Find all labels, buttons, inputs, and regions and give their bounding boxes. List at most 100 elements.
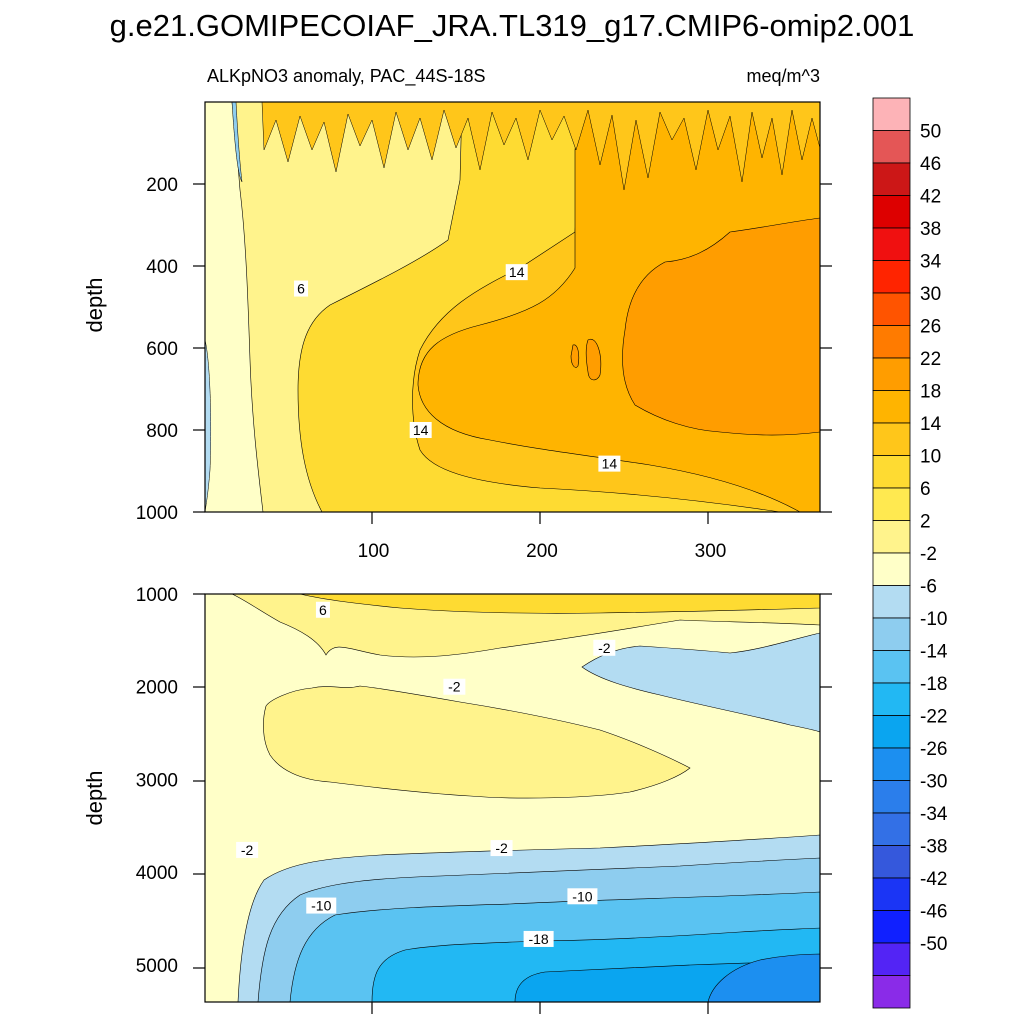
contour-label: -2 — [241, 842, 254, 858]
lower-positive-lobe — [263, 685, 691, 799]
contour-label-box — [598, 455, 621, 472]
x-tick-label: 200 — [526, 541, 558, 562]
colorbar-swatch — [872, 747, 911, 781]
upper-y-axis-label: depth — [82, 277, 107, 332]
colorbar-swatch — [872, 227, 911, 261]
colorbar-label: -38 — [920, 837, 947, 858]
y-tick-label: 200 — [146, 175, 178, 196]
upper-band-18 — [622, 217, 820, 436]
colorbar-swatch — [872, 585, 911, 619]
colorbar-swatch — [872, 910, 911, 944]
colorbar-label: 22 — [920, 349, 941, 370]
colorbar-label: -46 — [920, 902, 947, 923]
contour-label: 6 — [319, 602, 327, 618]
y-tick-label: 800 — [146, 421, 178, 442]
colorbar-swatch — [872, 97, 911, 131]
lower-contour-labels: 6 -2 -2 -2 -2 -10 -10 -18 — [236, 601, 616, 947]
y-tick-label: 3000 — [136, 770, 178, 791]
colorbar-swatch — [872, 975, 911, 1009]
colorbar-label: 38 — [920, 219, 941, 240]
x-tick-label: 300 — [695, 541, 727, 562]
colorbar-label: -10 — [920, 609, 947, 630]
colorbar-label: -26 — [920, 739, 947, 760]
colorbar-label: -34 — [920, 804, 948, 825]
y-tick-label: 4000 — [136, 863, 178, 884]
colorbar-label: -30 — [920, 772, 947, 793]
contour-label: 6 — [297, 281, 305, 297]
upper-y-tick-labels: 200 400 600 800 1000 — [136, 175, 178, 524]
colorbar-swatch — [872, 520, 911, 554]
contour-label-box — [294, 280, 309, 297]
colorbar-swatch — [872, 617, 911, 651]
lower-negative-tongue — [581, 632, 820, 733]
colorbar-label: 30 — [920, 284, 941, 305]
colorbar-label: 18 — [920, 382, 941, 403]
colorbar-swatch — [872, 162, 911, 196]
contour-label: -2 — [598, 640, 611, 656]
upper-ticks — [193, 183, 832, 524]
upper-contour-fills — [205, 102, 820, 512]
upper-negative-edge — [205, 339, 212, 512]
colorbar-swatch — [872, 877, 911, 911]
colorbar-swatch — [872, 942, 911, 976]
upper-spot-18b — [570, 344, 580, 368]
contour-label-box — [490, 840, 513, 857]
contour-label-box — [236, 841, 259, 858]
colorbar-label: 26 — [920, 317, 941, 338]
contour-label-box — [523, 930, 554, 947]
contour-label: 14 — [509, 264, 525, 280]
colorbar-label: -2 — [920, 544, 937, 565]
upper-surface-spikes — [261, 102, 820, 191]
lower-y-axis-label: depth — [82, 770, 107, 825]
colorbar-swatch — [872, 292, 911, 326]
contour-label: -2 — [448, 679, 461, 695]
colorbar-label: 34 — [920, 252, 942, 273]
lower-contour-fills — [205, 594, 820, 1002]
figure-title: g.e21.GOMIPECOIAF_JRA.TL319_g17.CMIP6-om… — [110, 8, 915, 43]
colorbar-swatch — [872, 390, 911, 424]
upper-contour-labels: 6 14 14 14 — [294, 264, 621, 472]
colorbar-swatch — [872, 780, 911, 814]
contour-label-box — [567, 888, 598, 905]
upper-negative-strip — [231, 102, 243, 183]
lower-panel: 1000 2000 3000 4000 5000 depth 6 -2 -2 -2 -2 -10 -… — [82, 585, 832, 1014]
lower-band-neg22 — [707, 953, 820, 1002]
colorbar-label: 2 — [920, 512, 931, 533]
colorbar-label: 42 — [920, 187, 941, 208]
colorbar-swatch — [872, 845, 911, 879]
lower-y-tick-labels: 1000 2000 3000 4000 5000 — [136, 585, 178, 977]
contour-label-box — [593, 639, 616, 656]
colorbar-swatch — [872, 260, 911, 294]
contour-label-box — [409, 422, 432, 438]
upper-panel-units: meq/m^3 — [747, 66, 820, 86]
colorbar-label: -6 — [920, 577, 937, 598]
y-tick-label: 600 — [146, 339, 178, 360]
upper-panel-left-title: ALKpNO3 anomaly, PAC_44S-18S — [207, 66, 485, 87]
upper-panel: ALKpNO3 anomaly, PAC_44S-18S meq/m^3 200 — [82, 66, 832, 562]
contour-label: -2 — [495, 840, 508, 856]
colorbar-label: -14 — [920, 642, 948, 663]
colorbar-label: -50 — [920, 934, 947, 955]
colorbar-label: 10 — [920, 447, 941, 468]
colorbar-swatch — [872, 552, 911, 586]
contour-label-box — [505, 264, 528, 281]
colorbar-label: 6 — [920, 479, 931, 500]
contour-label-box — [315, 601, 330, 618]
contour-label: 14 — [413, 422, 429, 438]
contour-label-box — [306, 897, 337, 914]
colorbar-swatch — [872, 325, 911, 359]
y-tick-label: 1000 — [136, 585, 178, 606]
colorbar: 50 46 42 38 34 30 26 22 18 14 10 6 2 -2 -6 -10 -14 -18 -22… — [872, 97, 948, 1009]
contour-label: -10 — [311, 898, 331, 914]
y-tick-label: 2000 — [136, 678, 178, 699]
upper-spot-18 — [585, 338, 602, 381]
colorbar-swatch — [872, 650, 911, 684]
y-tick-label: 5000 — [136, 956, 178, 977]
colorbar-swatch — [872, 357, 911, 391]
x-tick-label: 100 — [358, 541, 390, 562]
colorbar-label: -22 — [920, 707, 947, 728]
contour-label-box — [443, 678, 466, 695]
lower-band-6-top — [299, 594, 820, 614]
colorbar-swatch — [872, 422, 911, 456]
